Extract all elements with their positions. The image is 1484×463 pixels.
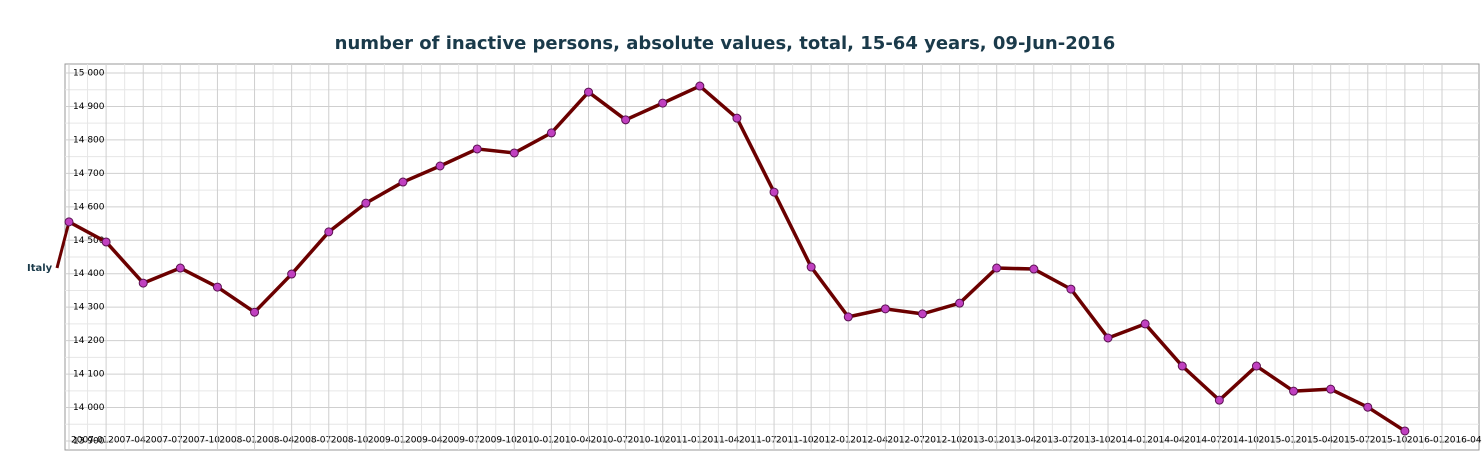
data-point — [1029, 264, 1039, 274]
y-tick-label: 14 700 — [73, 169, 105, 179]
x-tick-label: 2011-07 — [739, 436, 777, 446]
x-tick-label: 2009-10 — [479, 436, 517, 446]
x-tick-label: 2015-04 — [1296, 436, 1334, 446]
data-point — [992, 263, 1002, 273]
data-point — [1289, 386, 1299, 396]
y-tick-label: 14 300 — [73, 303, 105, 313]
x-tick-label: 2013-07 — [1036, 436, 1074, 446]
x-tick-label: 2015-10 — [1370, 436, 1408, 446]
data-point — [1326, 384, 1336, 394]
x-tick-label: 2011-10 — [776, 436, 814, 446]
x-tick-label: 2014-01 — [1110, 436, 1148, 446]
x-tick-label: 2008-07 — [294, 436, 332, 446]
x-tick-label: 2010-01 — [516, 436, 554, 446]
data-point — [806, 262, 816, 272]
x-tick-label: 2013-04 — [999, 436, 1037, 446]
data-point — [175, 263, 185, 273]
x-tick-label: 2007-04 — [108, 436, 146, 446]
series-label: Italy — [27, 263, 53, 274]
x-tick-label: 2010-07 — [591, 436, 629, 446]
x-tick-label: 2016-01 — [1407, 436, 1445, 446]
x-tick-label: 2016-04 — [1444, 436, 1482, 446]
x-tick-label: 2015-01 — [1258, 436, 1296, 446]
data-point — [584, 87, 594, 97]
data-point — [138, 278, 148, 288]
data-point — [1066, 284, 1076, 294]
data-point — [324, 227, 334, 237]
x-tick-label: 2011-04 — [702, 436, 740, 446]
x-tick-label: 2009-01 — [368, 436, 406, 446]
x-tick-label: 2009-07 — [442, 436, 480, 446]
y-tick-label: 14 900 — [73, 102, 105, 112]
x-tick-label: 2010-10 — [628, 436, 666, 446]
data-point — [843, 312, 853, 322]
data-point — [398, 177, 408, 187]
data-point — [1214, 395, 1224, 405]
data-point — [212, 282, 222, 292]
data-point — [1251, 361, 1261, 371]
x-tick-label: 2012-04 — [850, 436, 888, 446]
data-point — [621, 115, 631, 125]
y-tick-label: 14 600 — [73, 202, 105, 212]
chart-title: number of inactive persons, absolute val… — [335, 33, 1116, 54]
data-point — [1103, 333, 1113, 343]
data-point — [769, 187, 779, 197]
x-tick-label: 2012-07 — [887, 436, 925, 446]
data-point — [546, 128, 556, 138]
x-tick-label: 2009-04 — [405, 436, 443, 446]
x-tick-label: 2008-10 — [331, 436, 369, 446]
y-tick-label: 13 900 — [73, 437, 105, 447]
x-tick-label: 2012-10 — [924, 436, 962, 446]
data-point — [287, 269, 297, 279]
data-point — [695, 81, 705, 91]
x-tick-label: 2008-04 — [257, 436, 295, 446]
data-point — [1140, 319, 1150, 329]
y-tick-label: 14 200 — [73, 336, 105, 346]
data-point — [1363, 402, 1373, 412]
x-tick-label: 2014-07 — [1184, 436, 1222, 446]
y-tick-label: 14 800 — [73, 135, 105, 145]
x-tick-label: 2014-04 — [1147, 436, 1185, 446]
x-tick-label: 2007-01 — [71, 436, 109, 446]
data-point — [658, 98, 668, 108]
data-point — [64, 217, 74, 227]
x-tick-label: 2013-01 — [962, 436, 1000, 446]
x-tick-label: 2007-10 — [182, 436, 220, 446]
series-label-leader — [55, 221, 71, 269]
x-tick-label: 2015-07 — [1333, 436, 1371, 446]
data-point — [732, 113, 742, 123]
x-tick-label: 2007-07 — [145, 436, 183, 446]
data-point — [435, 161, 445, 171]
data-point — [955, 298, 965, 308]
x-tick-label: 2010-04 — [553, 436, 591, 446]
data-point — [250, 307, 260, 317]
x-tick-label: 2013-10 — [1073, 436, 1111, 446]
x-tick-label: 2012-01 — [813, 436, 851, 446]
data-point — [1400, 426, 1410, 436]
data-point — [361, 198, 371, 208]
y-tick-label: 14 500 — [73, 236, 105, 246]
y-tick-label: 14 400 — [73, 269, 105, 279]
y-tick-label: 15 000 — [73, 69, 105, 79]
data-point — [101, 237, 111, 247]
data-point — [880, 304, 890, 314]
x-tick-label: 2008-01 — [219, 436, 257, 446]
data-point — [917, 309, 927, 319]
data-point — [509, 148, 519, 158]
y-tick-label: 14 100 — [73, 370, 105, 380]
x-tick-label: 2014-10 — [1221, 436, 1259, 446]
y-tick-label: 14 000 — [73, 403, 105, 413]
data-point — [1177, 361, 1187, 371]
x-tick-label: 2011-01 — [665, 436, 703, 446]
data-point — [472, 144, 482, 154]
